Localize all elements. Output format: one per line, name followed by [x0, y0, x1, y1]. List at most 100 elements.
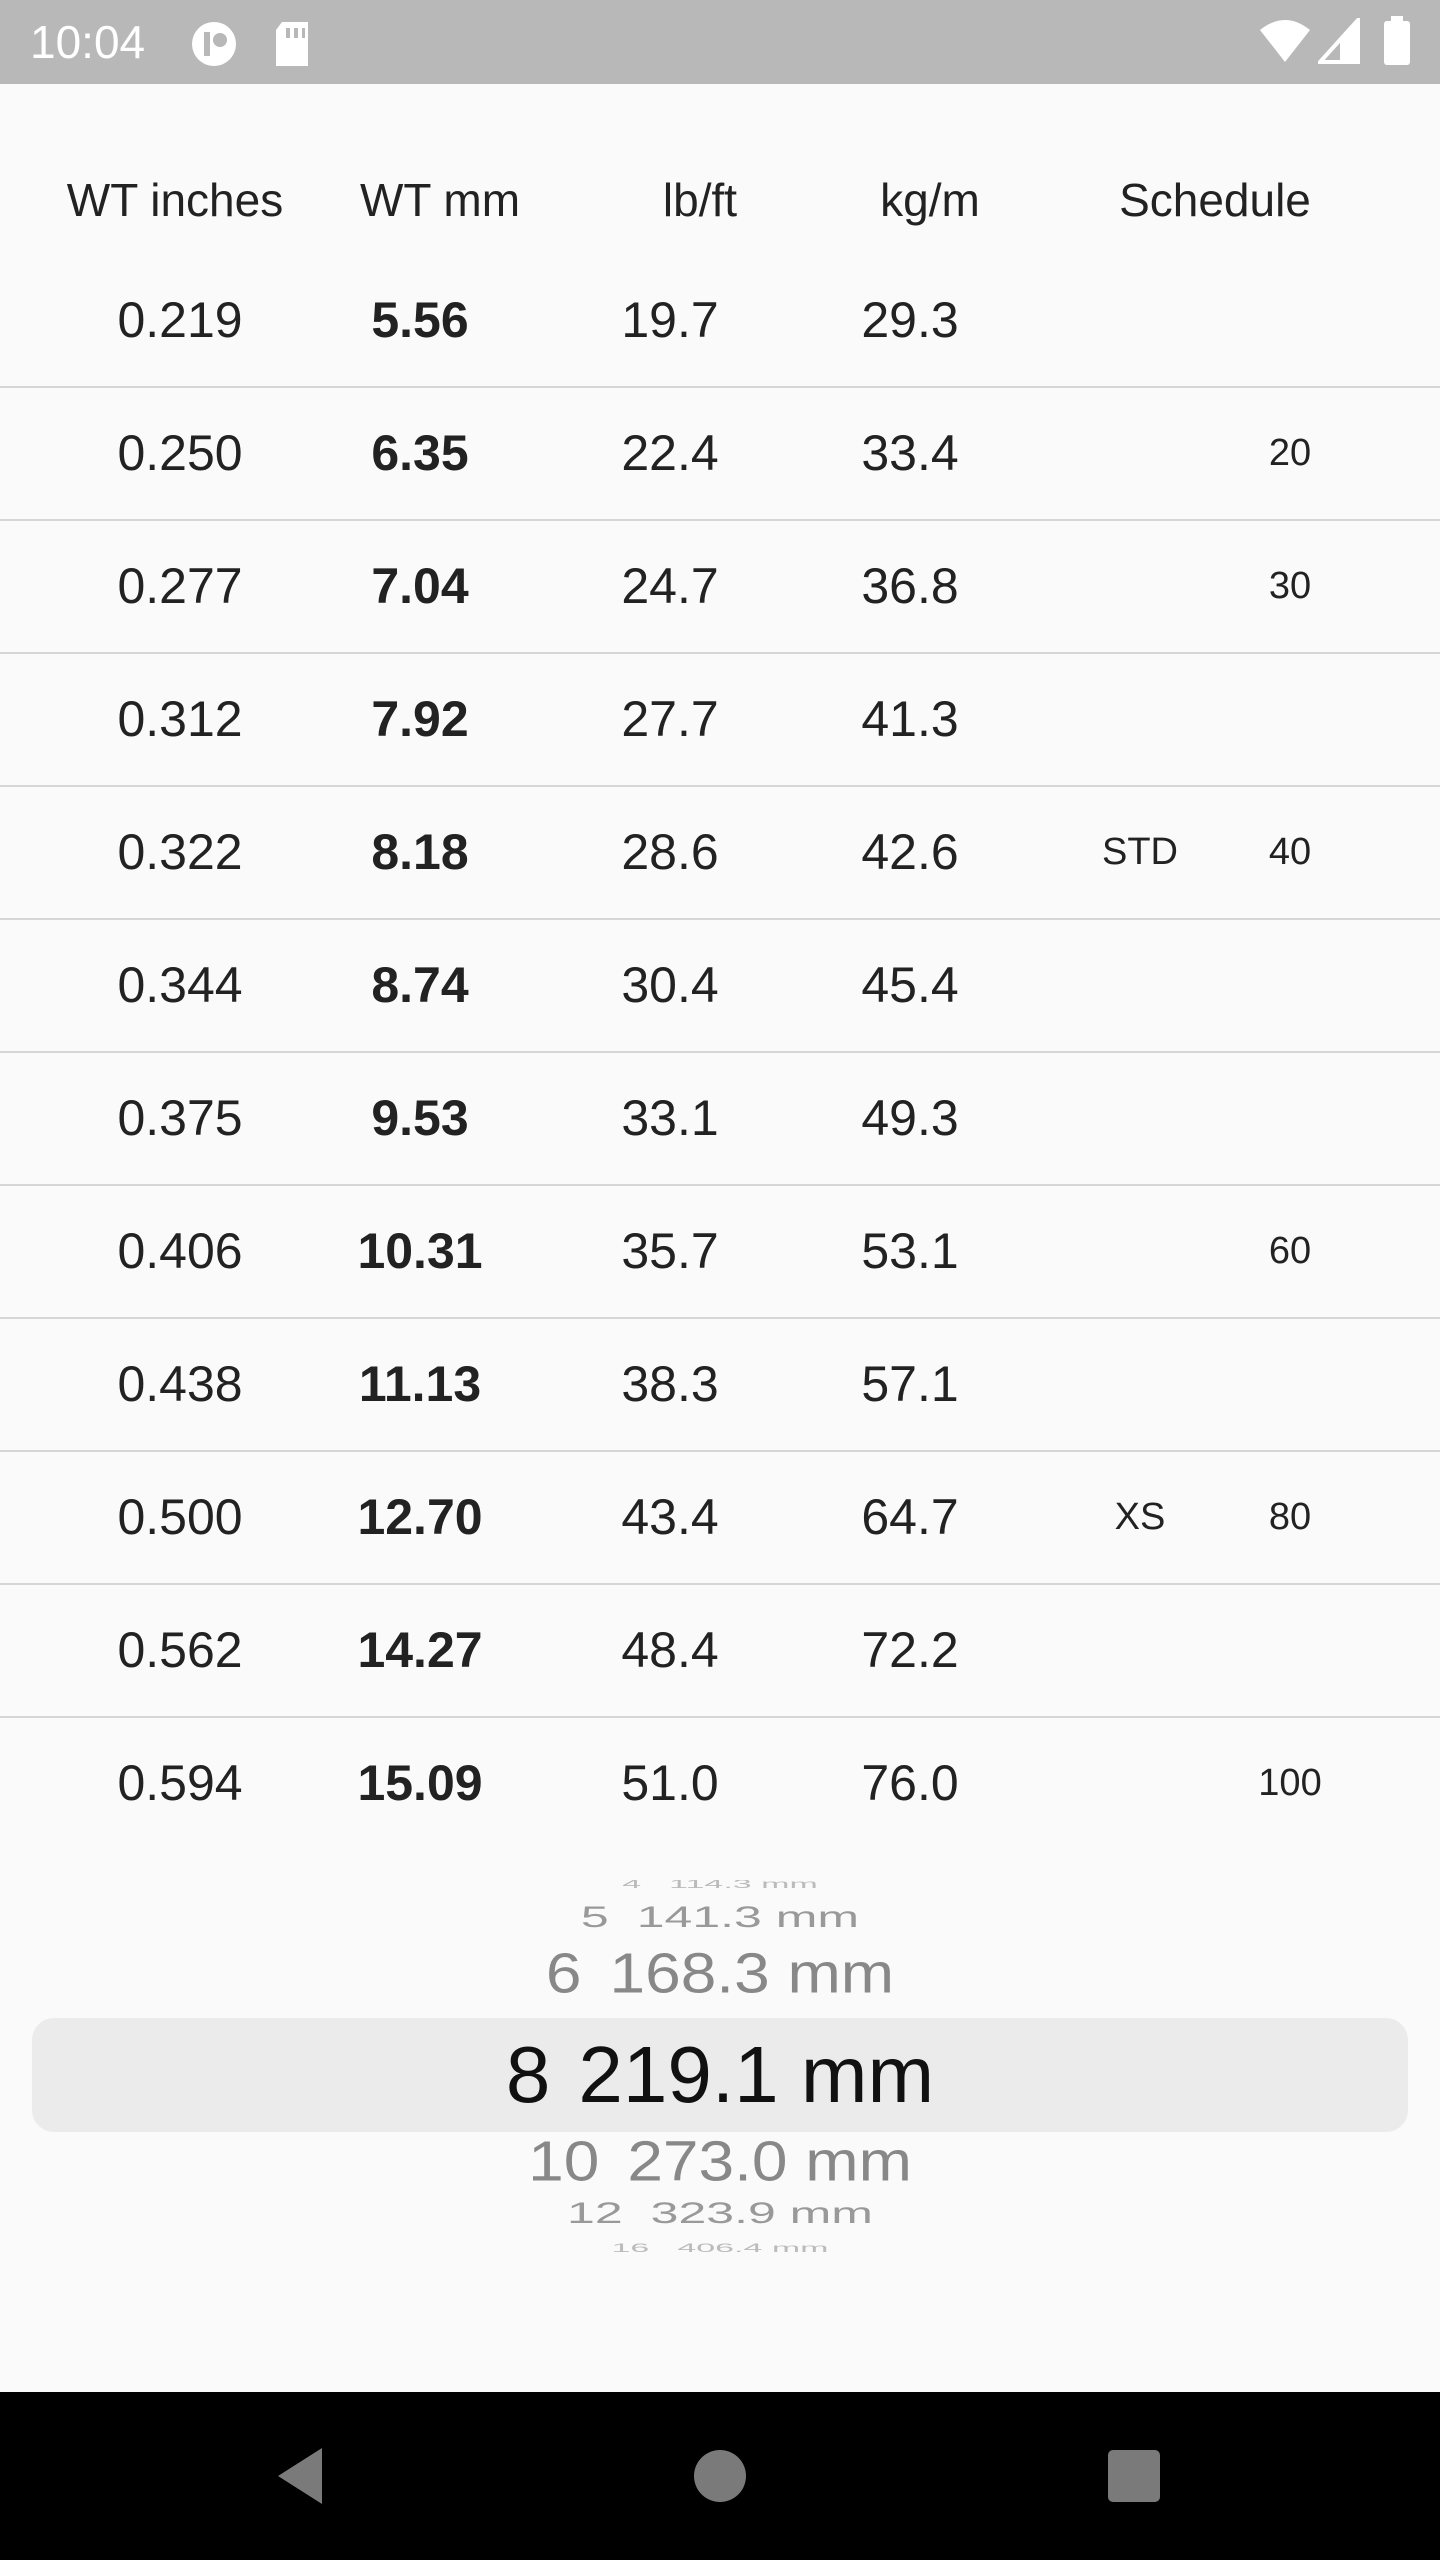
cell-kg-m: 49.3 [861, 1090, 959, 1146]
table-header: WT inches WT mm lb/ft kg/m Schedule [0, 160, 1440, 240]
picker-item-od: 406.4 mm [677, 2241, 829, 2255]
status-bar: 10:04 [0, 0, 1440, 84]
table-row: 0.312 7.92 27.7 41.3 [0, 654, 1440, 787]
picker-item[interactable]: 6 168.3 mm [0, 1942, 1440, 2004]
pipe-size-picker[interactable]: 4 114.3 mm 5 141.3 mm 6 168.3 mm 8 219.1 mm … [0, 1880, 1440, 2260]
header-schedule: Schedule [1119, 174, 1311, 226]
cell-wt-mm: 7.04 [371, 558, 469, 614]
cell-lb-ft: 48.4 [621, 1622, 719, 1678]
cell-std: XS [1114, 1496, 1166, 1538]
cell-wt-inches: 0.375 [117, 1090, 243, 1146]
cell-lb-ft: 19.7 [621, 292, 719, 348]
battery-icon [1382, 16, 1412, 71]
header-wt-mm: WT mm [359, 174, 521, 226]
cell-schedule: 30 [1268, 565, 1312, 607]
cell-wt-inches: 0.500 [117, 1489, 243, 1545]
table-row: 0.277 7.04 24.7 36.8 30 [0, 521, 1440, 654]
picker-item-size: 8 [505, 2030, 551, 2119]
cell-schedule: 80 [1268, 1496, 1312, 1538]
table-row: 0.594 15.09 51.0 76.0 100 [0, 1718, 1440, 1851]
cell-wt-mm: 12.70 [357, 1489, 483, 1545]
picker-item[interactable]: 5 141.3 mm [0, 1901, 1440, 1933]
table-row: 0.500 12.70 43.4 64.7 XS 80 [0, 1452, 1440, 1585]
picker-item-size: 4 [622, 1880, 642, 1891]
cell-wt-mm: 8.74 [371, 957, 469, 1013]
cell-wt-inches: 0.277 [117, 558, 243, 614]
cell-wt-mm: 9.53 [371, 1090, 469, 1146]
picker-item[interactable]: 12 323.9 mm [0, 2197, 1440, 2229]
cell-lb-ft: 22.4 [621, 425, 719, 481]
picker-item-od: 323.9 mm [650, 2196, 873, 2230]
cell-kg-m: 45.4 [861, 957, 959, 1013]
cell-kg-m: 42.6 [861, 824, 959, 880]
table-row: 0.344 8.74 30.4 45.4 [0, 920, 1440, 1053]
picker-item-od: 273.0 mm [627, 2129, 912, 2193]
header-lb-ft: lb/ft [662, 174, 738, 226]
cell-kg-m: 64.7 [861, 1489, 959, 1545]
cell-kg-m: 76.0 [861, 1755, 959, 1811]
picker-item[interactable]: 4 114.3 mm [0, 1880, 1440, 1890]
cell-kg-m: 29.3 [861, 292, 959, 348]
cell-wt-inches: 0.594 [117, 1755, 243, 1811]
sd-card-icon [272, 20, 312, 73]
cell-wt-inches: 0.406 [117, 1223, 243, 1279]
picker-item[interactable]: 16 406.4 mm [0, 2242, 1440, 2255]
picker-item-size: 6 [545, 1941, 582, 2005]
picker-item-size: 16 [611, 2241, 650, 2255]
cell-lb-ft: 28.6 [621, 824, 719, 880]
picker-item-selected[interactable]: 8 219.1 mm [0, 2030, 1440, 2120]
recents-icon[interactable] [1094, 2436, 1174, 2516]
picker-item[interactable]: 10 273.0 mm [0, 2130, 1440, 2192]
picker-item-size: 5 [580, 1900, 609, 1934]
cell-wt-inches: 0.562 [117, 1622, 243, 1678]
table-row: 0.322 8.18 28.6 42.6 STD 40 [0, 787, 1440, 920]
table-row: 0.562 14.27 48.4 72.2 [0, 1585, 1440, 1718]
picker-item-od: 219.1 mm [578, 2030, 935, 2119]
cell-wt-inches: 0.322 [117, 824, 243, 880]
navigation-bar [0, 2392, 1440, 2560]
table-row: 0.219 5.56 19.7 29.3 [0, 255, 1440, 388]
picker-item-od: 168.3 mm [609, 1941, 895, 2005]
picker-selection-highlight [32, 2018, 1408, 2132]
cell-wt-inches: 0.312 [117, 691, 243, 747]
cell-kg-m: 72.2 [861, 1622, 959, 1678]
cell-lb-ft: 27.7 [621, 691, 719, 747]
header-kg-m: kg/m [880, 174, 980, 226]
cell-wt-mm: 10.31 [357, 1223, 483, 1279]
cell-wt-inches: 0.219 [117, 292, 243, 348]
cell-lb-ft: 43.4 [621, 1489, 719, 1545]
cell-kg-m: 41.3 [861, 691, 959, 747]
wifi-icon [1258, 18, 1312, 69]
cell-wt-inches: 0.344 [117, 957, 243, 1013]
cell-schedule: 20 [1268, 432, 1312, 474]
cell-wt-mm: 8.18 [371, 824, 469, 880]
status-time: 10:04 [30, 16, 146, 68]
cell-std: STD [1102, 831, 1178, 873]
cell-schedule: 40 [1268, 831, 1312, 873]
table-row: 0.438 11.13 38.3 57.1 [0, 1319, 1440, 1452]
cell-kg-m: 36.8 [861, 558, 959, 614]
cell-wt-mm: 7.92 [371, 691, 469, 747]
home-icon[interactable] [680, 2436, 760, 2516]
cell-schedule: 60 [1268, 1230, 1312, 1272]
cell-wt-mm: 6.35 [371, 425, 469, 481]
header-wt-inches: WT inches [66, 174, 284, 226]
table-body: 0.219 5.56 19.7 29.3 0.250 6.35 22.4 33.… [0, 255, 1440, 1851]
cell-wt-inches: 0.438 [117, 1356, 243, 1412]
signal-icon [1315, 14, 1360, 69]
cell-lb-ft: 33.1 [621, 1090, 719, 1146]
app-notification-icon [190, 20, 238, 73]
cell-lb-ft: 38.3 [621, 1356, 719, 1412]
cell-kg-m: 33.4 [861, 425, 959, 481]
cell-wt-mm: 14.27 [357, 1622, 483, 1678]
cell-wt-mm: 11.13 [358, 1356, 482, 1412]
cell-lb-ft: 35.7 [621, 1223, 719, 1279]
cell-lb-ft: 51.0 [621, 1755, 719, 1811]
table-row: 0.375 9.53 33.1 49.3 [0, 1053, 1440, 1186]
cell-kg-m: 53.1 [861, 1223, 959, 1279]
cell-kg-m: 57.1 [861, 1356, 959, 1412]
back-icon[interactable] [260, 2436, 340, 2516]
picker-item-od: 141.3 mm [636, 1900, 860, 1934]
cell-wt-inches: 0.250 [117, 425, 243, 481]
cell-wt-mm: 5.56 [371, 292, 469, 348]
